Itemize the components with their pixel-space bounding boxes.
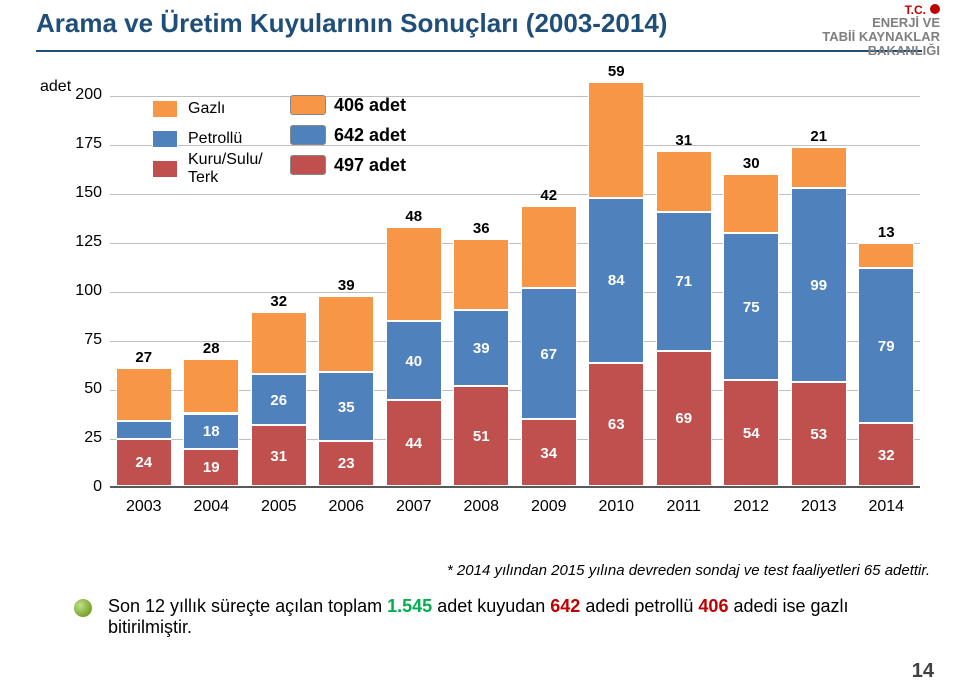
data-label: 99: [791, 277, 847, 294]
x-tick-label: 2006: [318, 498, 374, 516]
data-label: 13: [858, 224, 914, 241]
data-label: 18: [183, 423, 239, 440]
data-label: 75: [723, 299, 779, 316]
seg-petrollu: [116, 421, 172, 439]
legend-label-kurusulu: Kuru/Sulu/ Terk: [188, 151, 263, 187]
data-label: 59: [588, 63, 644, 80]
y-tick-label: 175: [44, 135, 102, 153]
seg-gazli: [791, 147, 847, 188]
logo-line3: BAKANLIĞI: [720, 44, 940, 58]
star-icon: [930, 4, 940, 14]
stacked-bar-chart: adet 02550751001251501752002492720031918…: [40, 96, 920, 526]
summary-text: Son 12 yıllık süreçte açılan toplam 1.54…: [108, 596, 930, 638]
data-label: 21: [791, 128, 847, 145]
y-tick-label: 50: [44, 380, 102, 398]
logo-line2: TABİİ KAYNAKLAR: [720, 30, 940, 44]
data-label: 54: [723, 425, 779, 442]
y-tick-label: 125: [44, 233, 102, 251]
data-label: 27: [116, 349, 172, 366]
total-box-kurusulu: [290, 155, 326, 175]
x-tick-label: 2005: [251, 498, 307, 516]
data-label: 84: [588, 272, 644, 289]
logo-line1: ENERJİ VE: [720, 16, 940, 30]
seg-gazli: [723, 174, 779, 233]
data-label: 71: [656, 273, 712, 290]
legend-chip-gazli: [152, 100, 178, 118]
y-tick-label: 25: [44, 429, 102, 447]
x-tick-label: 2013: [791, 498, 847, 516]
page-number: 14: [912, 660, 934, 683]
totals: 406 adet 642 adet 497 adet: [290, 90, 406, 180]
x-tick-label: 2003: [116, 498, 172, 516]
data-label: 42: [521, 187, 577, 204]
data-label: 35: [318, 399, 374, 416]
data-label: 31: [251, 448, 307, 465]
summary-bullet: Son 12 yıllık süreçte açılan toplam 1.54…: [74, 596, 930, 638]
legend-label-gazli: Gazlı: [188, 100, 225, 118]
y-tick-label: 0: [44, 478, 102, 496]
seg-gazli: [656, 151, 712, 212]
y-tick-label: 100: [44, 282, 102, 300]
total-box-petrollu: [290, 125, 326, 145]
legend-label-petrollu: Petrollü: [188, 130, 242, 148]
x-tick-label: 2011: [656, 498, 712, 516]
footnote: * 2014 yılından 2015 yılına devreden son…: [100, 562, 930, 579]
data-label: 30: [723, 155, 779, 172]
seg-gazli: [183, 359, 239, 414]
data-label: 24: [116, 454, 172, 471]
seg-gazli: [588, 82, 644, 198]
data-label: 67: [521, 346, 577, 363]
x-tick-label: 2007: [386, 498, 442, 516]
seg-gazli: [386, 227, 442, 321]
y-tick-label: 75: [44, 331, 102, 349]
total-box-gazli: [290, 95, 326, 115]
seg-gazli: [521, 206, 577, 288]
data-label: 48: [386, 208, 442, 225]
data-label: 36: [453, 220, 509, 237]
data-label: 63: [588, 416, 644, 433]
seg-gazli: [251, 312, 307, 375]
legend-chip-petrollu: [152, 130, 178, 148]
data-label: 19: [183, 459, 239, 476]
x-tick-label: 2010: [588, 498, 644, 516]
data-label: 39: [453, 340, 509, 357]
data-label: 44: [386, 435, 442, 452]
seg-gazli: [858, 243, 914, 268]
x-tick-label: 2012: [723, 498, 779, 516]
total-petrollu: 642 adet: [334, 125, 406, 146]
data-label: 34: [521, 445, 577, 462]
data-label: 23: [318, 455, 374, 472]
x-tick-label: 2009: [521, 498, 577, 516]
data-label: 26: [251, 392, 307, 409]
x-tick-label: 2014: [858, 498, 914, 516]
data-label: 40: [386, 353, 442, 370]
x-tick-label: 2008: [453, 498, 509, 516]
data-label: 69: [656, 410, 712, 427]
data-label: 53: [791, 426, 847, 443]
ministry-logo: T.C. ENERJİ VE TABİİ KAYNAKLAR BAKANLIĞI: [720, 4, 940, 58]
data-label: 28: [183, 340, 239, 357]
seg-gazli: [318, 296, 374, 372]
data-label: 79: [858, 338, 914, 355]
seg-gazli: [453, 239, 509, 310]
data-label: 31: [656, 132, 712, 149]
page-title: Arama ve Üretim Kuyularının Sonuçları (2…: [36, 8, 667, 39]
seg-gazli: [116, 368, 172, 421]
data-label: 51: [453, 428, 509, 445]
y-tick-label: 150: [44, 184, 102, 202]
x-tick-label: 2004: [183, 498, 239, 516]
total-kurusulu: 497 adet: [334, 155, 406, 176]
bullet-icon: [74, 599, 92, 617]
total-gazli: 406 adet: [334, 95, 406, 116]
data-label: 32: [251, 293, 307, 310]
data-label: 32: [858, 447, 914, 464]
legend-chip-kurusulu: [152, 160, 178, 178]
y-tick-label: 200: [44, 86, 102, 104]
data-label: 39: [318, 277, 374, 294]
